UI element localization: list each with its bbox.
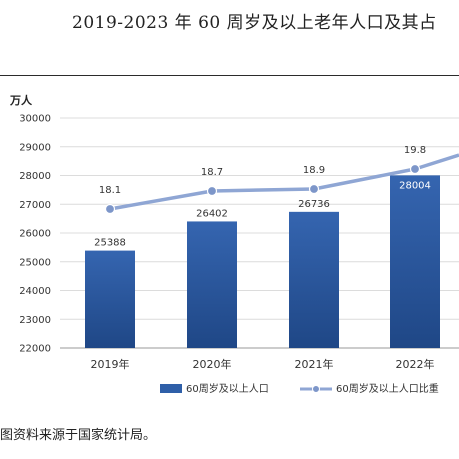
- line-point: [308, 183, 320, 195]
- legend-label: 60周岁及以上人口: [186, 382, 269, 395]
- bar-value-label: 28004: [399, 180, 431, 191]
- bar-value-label: 25388: [94, 238, 126, 249]
- bar-value-label: 26402: [196, 208, 228, 219]
- line-value-label: 19.8: [404, 145, 426, 156]
- bar: [289, 211, 339, 348]
- bar: [187, 221, 237, 348]
- legend-bar-swatch: [160, 384, 182, 393]
- legend-line-marker: [312, 385, 320, 393]
- y-tick-label: 27000: [19, 200, 51, 211]
- source-note: 图资料来源于国家统计局。: [0, 428, 157, 443]
- chart-title: 2019-2023 年 60 周岁及以上老年人口及其占: [72, 13, 437, 33]
- line-point: [206, 185, 218, 197]
- x-tick-label: 2019年: [91, 357, 130, 371]
- y-tick-label: 30000: [19, 114, 51, 125]
- y-tick-label: 23000: [19, 315, 51, 326]
- y-tick-label: 25000: [19, 257, 51, 268]
- line-value-label: 18.9: [303, 165, 325, 176]
- line-value-label: 18.7: [201, 167, 223, 178]
- y-tick-label: 24000: [19, 286, 51, 297]
- y-tick-label: 28000: [19, 171, 51, 182]
- y-tick-label: 22000: [19, 344, 51, 355]
- bar: [85, 250, 135, 348]
- line-point: [104, 203, 116, 215]
- y-axis-unit: 万人: [10, 94, 32, 107]
- x-tick-label: 2020年: [193, 357, 232, 371]
- bar-value-label: 26736: [298, 199, 330, 210]
- header-divider: [0, 75, 459, 76]
- x-tick-label: 2022年: [396, 357, 435, 371]
- line-point: [409, 163, 421, 175]
- line-value-label: 18.1: [99, 185, 121, 196]
- y-tick-label: 26000: [19, 229, 51, 240]
- bar: [390, 175, 440, 348]
- legend-label: 60周岁及以上人口比重: [336, 382, 439, 395]
- x-tick-label: 2021年: [295, 357, 334, 371]
- y-tick-label: 29000: [19, 142, 51, 153]
